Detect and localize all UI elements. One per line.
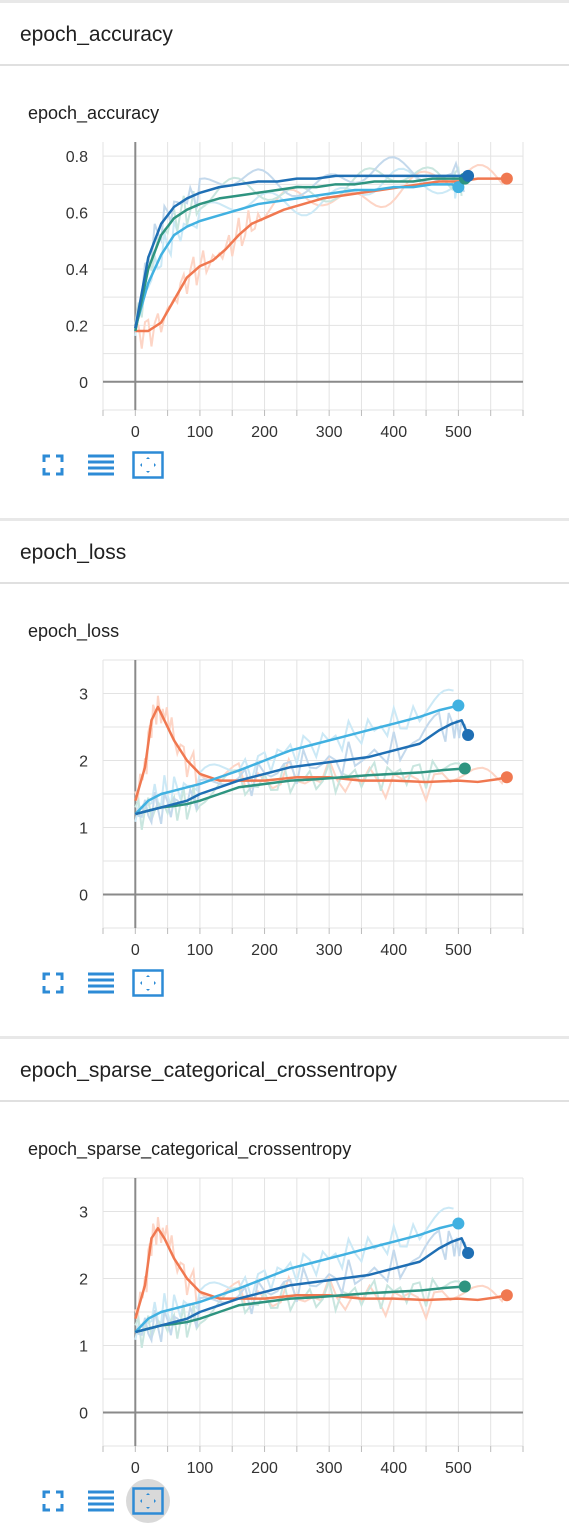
- y-tick-label: 3: [79, 687, 88, 704]
- y-tick-label: 3: [79, 1205, 88, 1222]
- x-tick-label: 0: [131, 1460, 140, 1477]
- x-tick-label: 100: [187, 424, 214, 441]
- legend-lines-icon: [88, 454, 114, 476]
- series-endpoint-light_blue: [452, 181, 465, 194]
- series-endpoint-orange: [500, 771, 513, 784]
- y-tick-label: 1: [79, 821, 88, 838]
- series-line-orange: [135, 177, 507, 333]
- card-title: epoch_accuracy: [28, 103, 160, 123]
- x-tick-label: 0: [131, 424, 140, 441]
- series-line-dark_blue: [134, 719, 470, 816]
- raw-series-line-dark_blue: [134, 710, 468, 826]
- x-tick-label: 500: [445, 1460, 472, 1477]
- toggle-log-scale-button[interactable]: [85, 450, 117, 480]
- x-tick-label: 500: [445, 942, 472, 959]
- raw-series-line-light_blue: [134, 688, 454, 823]
- toggle-log-scale-button[interactable]: [85, 968, 117, 998]
- section-header[interactable]: epoch_sparse_categorical_crossentropy: [0, 1036, 569, 1102]
- raw-series-line-green: [134, 1276, 461, 1348]
- fit-domain-icon: [132, 1487, 164, 1515]
- series-line-orange: [134, 705, 508, 802]
- series-line-dark_blue: [134, 174, 469, 329]
- series-line-green: [134, 1285, 465, 1334]
- x-tick-label: 500: [445, 424, 472, 441]
- toggle-log-scale-button[interactable]: [85, 1486, 117, 1516]
- section-epoch-loss: epoch_loss epoch_loss 0 100 200 300 400 500 0 1…: [0, 518, 569, 1036]
- series-endpoint-light_blue: [452, 699, 465, 712]
- fit-domain-button[interactable]: [132, 968, 164, 998]
- fit-domain-button[interactable]: [126, 1479, 170, 1523]
- series-line-green: [134, 767, 465, 816]
- x-tick-label: 300: [316, 1460, 343, 1477]
- raw-series-line-light_blue: [134, 167, 458, 337]
- series-endpoint-light_blue: [452, 1217, 465, 1230]
- x-tick-label: 100: [187, 942, 214, 959]
- y-tick-label: 0.4: [66, 262, 88, 279]
- section-title: epoch_sparse_categorical_crossentropy: [20, 1059, 398, 1082]
- fit-domain-icon: [132, 451, 164, 479]
- accuracy-chart[interactable]: 0 100 200 300 400 500 0 0.2 0.4 0.6 0.8: [0, 125, 569, 445]
- x-tick-label: 300: [316, 424, 343, 441]
- fullscreen-button[interactable]: [37, 1486, 69, 1516]
- series-line-dark_blue: [134, 1237, 470, 1334]
- section-title: epoch_loss: [20, 541, 127, 564]
- x-tick-label: 400: [380, 424, 407, 441]
- expand-icon: [42, 454, 64, 476]
- series-endpoint-orange: [500, 1289, 513, 1302]
- series-endpoint-dark_blue: [462, 169, 475, 182]
- series-endpoint-dark_blue: [462, 729, 475, 742]
- x-tick-label: 200: [251, 1460, 278, 1477]
- x-tick-label: 100: [187, 1460, 214, 1477]
- series-endpoint-orange: [500, 172, 513, 185]
- raw-series-line-orange: [134, 163, 506, 349]
- series-endpoint-dark_blue: [462, 1247, 475, 1260]
- x-tick-label: 400: [380, 1460, 407, 1477]
- expand-icon: [42, 1490, 64, 1512]
- series-line-green: [134, 177, 465, 332]
- card-title: epoch_loss: [28, 621, 120, 641]
- section-epoch-sparse-categorical-crossentropy: epoch_sparse_categorical_crossentropy ep…: [0, 1036, 569, 1530]
- section-header[interactable]: epoch_accuracy: [0, 0, 569, 66]
- series-line-light_blue: [134, 1222, 459, 1333]
- fullscreen-button[interactable]: [37, 450, 69, 480]
- series-line-light_blue: [134, 704, 459, 815]
- x-tick-label: 200: [251, 424, 278, 441]
- y-tick-label: 0.8: [66, 149, 88, 166]
- series-line-light_blue: [134, 183, 459, 329]
- card-title: epoch_sparse_categorical_crossentropy: [28, 1139, 352, 1159]
- series-line-orange: [134, 1227, 508, 1320]
- x-tick-label: 400: [380, 942, 407, 959]
- section-epoch-accuracy: epoch_accuracy epoch_accuracy 0 100 200 300…: [0, 0, 569, 518]
- y-tick-label: 0.6: [66, 206, 88, 223]
- raw-series-line-green: [134, 166, 463, 325]
- y-tick-label: 1: [79, 1339, 88, 1356]
- legend-lines-icon: [88, 1490, 114, 1512]
- x-tick-label: 0: [131, 942, 140, 959]
- raw-series-line-dark_blue: [134, 156, 465, 328]
- raw-series-line-light_blue: [134, 1206, 454, 1341]
- legend-lines-icon: [88, 972, 114, 994]
- loss-chart[interactable]: 0 100 200 300 400 500 0 1 2 3: [0, 643, 569, 963]
- fullscreen-button[interactable]: [37, 968, 69, 998]
- series-endpoint-green: [458, 762, 471, 775]
- fit-domain-icon: [132, 969, 164, 997]
- x-tick-label: 200: [251, 942, 278, 959]
- fit-domain-button[interactable]: [132, 450, 164, 480]
- y-tick-label: 2: [79, 1272, 88, 1289]
- y-tick-label: 2: [79, 754, 88, 771]
- series-endpoint-green: [458, 1280, 471, 1293]
- crossentropy-chart[interactable]: 0 100 200 300 400 500 0 1 2 3: [0, 1161, 569, 1481]
- section-header[interactable]: epoch_loss: [0, 518, 569, 584]
- expand-icon: [42, 972, 64, 994]
- y-tick-label: 0: [79, 375, 88, 392]
- y-tick-label: 0.2: [66, 318, 88, 335]
- raw-series-line-green: [134, 758, 461, 830]
- raw-series-line-dark_blue: [134, 1228, 468, 1344]
- section-title: epoch_accuracy: [20, 23, 173, 46]
- y-tick-label: 0: [79, 1406, 88, 1423]
- y-tick-label: 0: [79, 888, 88, 905]
- x-tick-label: 300: [316, 942, 343, 959]
